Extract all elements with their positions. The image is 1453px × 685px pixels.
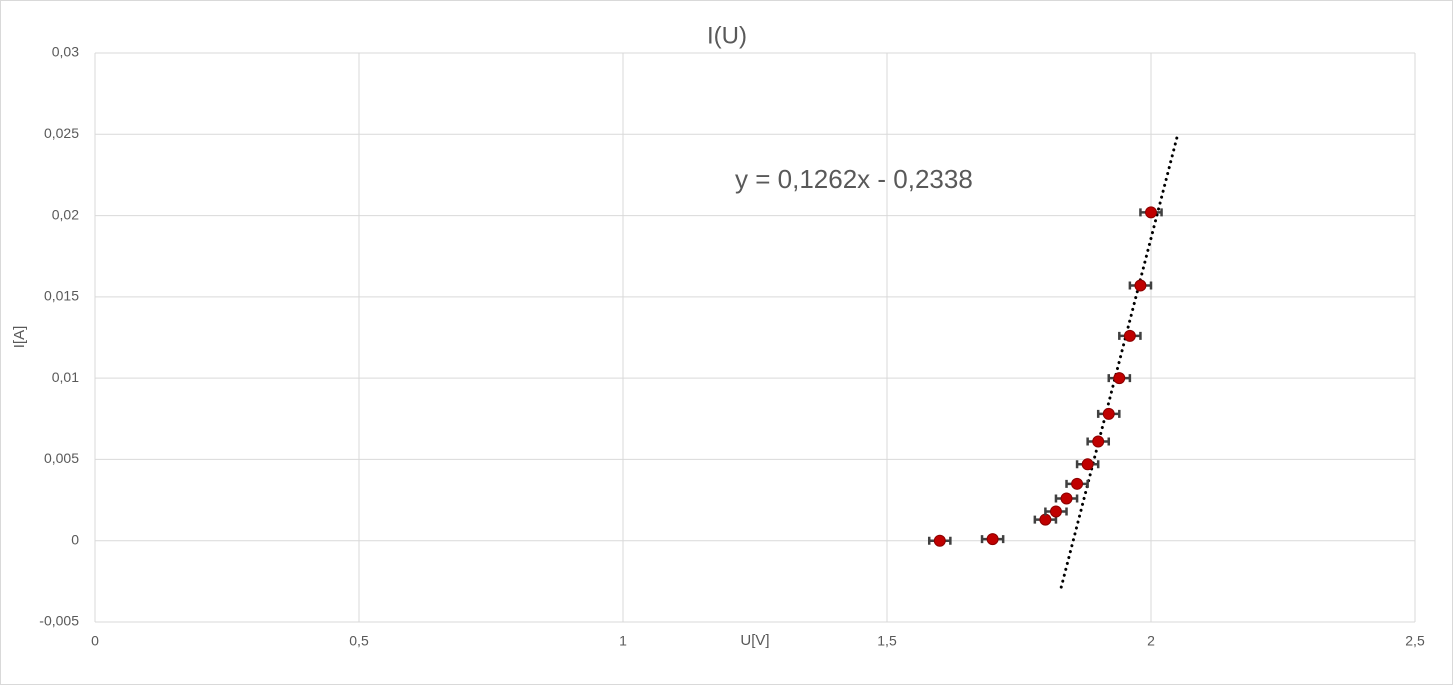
x-tick-label: 0,5 [349, 633, 369, 649]
data-point [1113, 372, 1126, 385]
y-tick-label: 0,005 [44, 450, 79, 466]
x-tick-label: 2 [1147, 633, 1155, 649]
y-tick-label: -0,005 [39, 613, 79, 629]
y-tick-label: 0,01 [52, 369, 79, 385]
data-point [1092, 435, 1105, 448]
y-axis-label: I[A] [11, 326, 28, 349]
data-point [1039, 513, 1052, 526]
data-point [1134, 279, 1147, 292]
data-point [1123, 329, 1136, 342]
y-tick-label: 0,03 [52, 44, 79, 60]
x-axis-label: U[V] [740, 632, 769, 649]
data-point [1060, 492, 1073, 505]
trendline [1059, 134, 1179, 589]
y-tick-label: 0,025 [44, 125, 79, 141]
data-point [1145, 206, 1157, 219]
data-point [1049, 505, 1062, 518]
x-tick-label: 1,5 [877, 633, 897, 649]
data-point [1071, 477, 1084, 490]
data-point [933, 534, 946, 547]
data-point [1102, 407, 1115, 420]
x-tick-label: 2,5 [1405, 633, 1425, 649]
x-tick-label: 0 [91, 633, 99, 649]
x-tick-label: 1 [619, 633, 627, 649]
data-point [1081, 458, 1094, 471]
data-point [986, 533, 999, 546]
chart-title: I(U) [707, 22, 747, 49]
y-tick-label: 0,02 [52, 206, 79, 222]
y-tick-label: 0,015 [44, 288, 79, 304]
trendline-equation: y = 0,1262x - 0,2338 [735, 164, 973, 194]
y-tick-label: 0 [71, 531, 79, 547]
